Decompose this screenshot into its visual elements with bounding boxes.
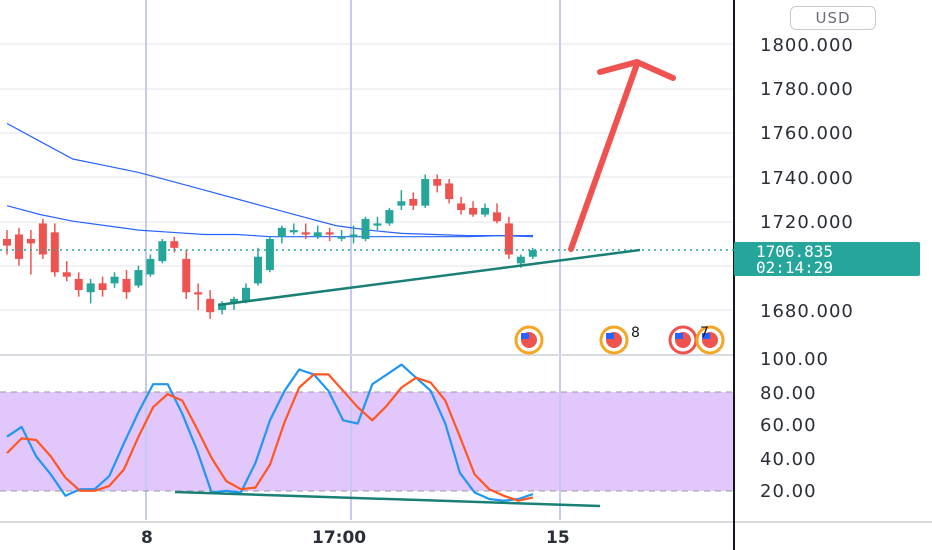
candle [349,225,358,244]
stoch-d-line [6,373,534,502]
last-price-label: 1706.835 02:14:29 [734,242,920,276]
price-tick-label: 1780.000 [760,79,854,100]
stoch-tick-label: 60.00 [760,415,817,436]
stoch-tick-label: 20.00 [760,481,817,502]
candle [337,230,346,242]
stoch-k-line [6,363,534,502]
time-tick-label: 17:00 [312,528,366,548]
candle [86,278,95,304]
candle [242,283,250,304]
us-flag-event-icon[interactable] [514,325,544,355]
candle [206,290,215,319]
stoch-tick-label: 100.00 [760,349,829,370]
candle [301,223,310,239]
stoch-band [0,392,734,491]
candle [373,216,382,231]
candle [445,179,454,204]
target-arrow[interactable] [568,59,676,252]
candle [433,174,442,193]
event-count-label: 7 [700,325,709,341]
candle [158,238,167,264]
price-tick-label: 1800.000 [760,35,854,56]
stoch-tick-label: 40.00 [760,449,817,470]
last-price-value: 1706.835 [756,242,834,261]
candle [457,196,466,215]
moving-average-line [6,122,534,238]
candle [289,223,298,235]
candle [265,236,274,273]
candle [134,265,143,288]
candle [98,276,107,297]
time-tick-label: 15 [546,528,570,548]
trend-line[interactable] [217,248,641,307]
candle [110,272,119,288]
candle [14,227,23,266]
stoch-trend-line[interactable] [174,490,601,508]
price-axis[interactable]: 1800.000 1780.000 1760.000 1740.000 1720… [760,35,854,322]
us-flag-event-icon[interactable] [668,325,698,355]
price-tick-label: 1720.000 [760,212,854,233]
candle [385,207,394,226]
candle [62,261,71,282]
candle [74,272,83,297]
price-tick-label: 1760.000 [760,123,854,144]
us-flag-event-icon[interactable] [599,325,629,355]
candle [3,230,11,255]
candle [469,201,478,217]
event-count-label: 8 [631,325,640,341]
candle [421,174,430,208]
candle [528,247,537,259]
candle [361,216,370,242]
candle [26,230,35,275]
candle [313,225,322,239]
time-tick-label: 8 [141,528,153,548]
candle [277,225,286,244]
candle [194,283,203,310]
candle [325,227,334,242]
stoch-axis[interactable]: 100.00 80.00 60.00 40.00 20.00 [760,349,829,502]
bar-countdown: 02:14:29 [756,258,834,277]
candle [38,218,47,259]
candle [481,203,489,217]
stoch-tick-label: 80.00 [760,383,817,404]
candle [504,216,513,259]
price-tick-label: 1680.000 [760,301,854,322]
moving-averages [6,122,534,238]
candle [492,203,501,224]
candle [122,270,131,299]
candle [146,254,155,277]
candle [253,247,262,286]
candle [409,192,418,211]
event-badges[interactable]: 8 7 [514,325,725,355]
price-tick-label: 1740.000 [760,168,854,189]
moving-average-line [6,205,533,238]
candle [397,190,406,211]
stochastic-oscillator [6,363,534,502]
candle [182,250,191,299]
us-flag-event-icon[interactable] [695,325,725,355]
time-axis[interactable]: 8 17:00 15 [141,528,570,548]
currency-badge[interactable]: USD [790,6,876,30]
